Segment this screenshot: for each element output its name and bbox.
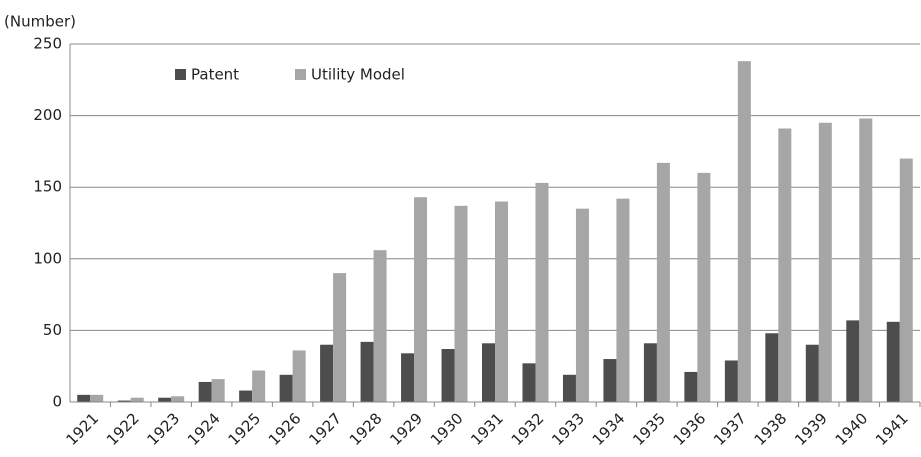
legend-label: Utility Model — [311, 66, 405, 84]
x-tick-label: 1923 — [143, 409, 183, 449]
y-tick-label: 0 — [52, 393, 62, 411]
x-tick-label: 1927 — [305, 409, 345, 449]
bar — [616, 198, 630, 402]
bar — [171, 396, 185, 402]
bar — [252, 370, 266, 402]
bar — [211, 379, 225, 402]
bar — [495, 201, 508, 402]
bar — [320, 344, 334, 402]
bar — [482, 343, 495, 402]
bar — [292, 350, 306, 402]
bar — [765, 333, 779, 402]
x-tick-label: 1940 — [832, 409, 872, 449]
x-tick-label: 1938 — [751, 409, 791, 449]
bar — [684, 371, 698, 402]
bar — [724, 360, 738, 402]
bar — [818, 122, 832, 402]
x-tick-label: 1925 — [224, 409, 264, 449]
bar — [805, 344, 819, 402]
bar — [279, 374, 293, 402]
legend-label: Patent — [191, 66, 239, 84]
x-tick-label: 1936 — [670, 409, 710, 449]
y-tick-label: 150 — [33, 178, 62, 196]
bar — [360, 341, 374, 402]
bar — [562, 374, 576, 402]
y-tick-label: 50 — [43, 321, 62, 339]
bar — [603, 359, 617, 402]
bar — [401, 353, 415, 402]
x-tick-label: 1928 — [346, 409, 386, 449]
bar — [198, 381, 212, 402]
bar — [333, 273, 347, 402]
bar — [846, 320, 860, 402]
bar — [575, 208, 589, 402]
bar — [117, 400, 131, 402]
bar — [778, 128, 792, 402]
x-tick-label: 1937 — [710, 409, 750, 449]
x-tick-label: 1941 — [872, 409, 912, 449]
x-tick-label: 1939 — [791, 409, 831, 449]
bar — [158, 397, 172, 402]
bar — [886, 321, 900, 402]
bar — [697, 172, 711, 402]
x-tick-label: 1931 — [467, 409, 507, 449]
bar — [454, 205, 468, 402]
x-tick-label: 1930 — [427, 409, 467, 449]
bar — [441, 349, 455, 402]
x-tick-label: 1932 — [508, 409, 548, 449]
y-tick-label: 250 — [33, 35, 62, 53]
bar — [522, 363, 536, 402]
y-tick-label: 200 — [33, 106, 62, 124]
bar — [859, 118, 873, 403]
bar — [373, 250, 387, 402]
x-tick-label: 1921 — [63, 409, 103, 449]
bar — [535, 182, 549, 402]
bar — [737, 61, 751, 403]
bar — [90, 394, 104, 402]
x-tick-label: 1922 — [103, 409, 143, 449]
bar — [414, 197, 428, 402]
x-tick-label: 1929 — [386, 409, 426, 449]
legend-swatch — [295, 69, 306, 80]
bar — [643, 343, 657, 402]
x-tick-label: 1934 — [589, 409, 629, 449]
bar — [77, 394, 91, 402]
y-tick-label: 100 — [33, 249, 62, 267]
bar — [239, 390, 253, 402]
legend-swatch — [175, 69, 186, 80]
x-tick-label: 1926 — [265, 409, 305, 449]
x-tick-label: 1935 — [629, 409, 669, 449]
y-axis-label: (Number) — [4, 13, 76, 31]
x-tick-label: 1933 — [548, 409, 588, 449]
bar — [899, 158, 913, 402]
bar — [656, 162, 670, 402]
bar — [130, 397, 144, 402]
x-tick-label: 1924 — [184, 409, 224, 449]
